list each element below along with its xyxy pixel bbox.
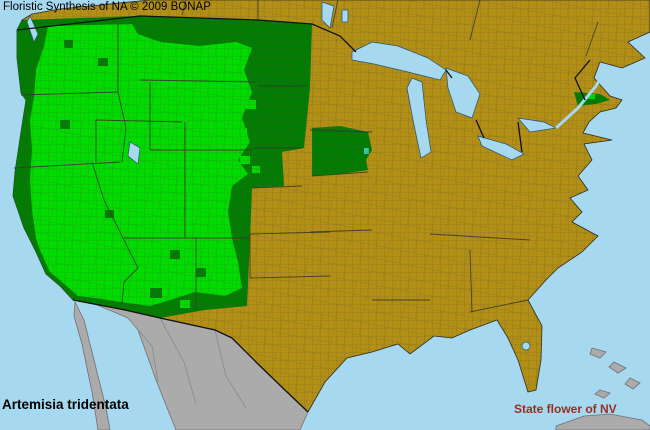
lake-superior (351, 41, 447, 81)
lakes (26, 1, 558, 351)
us-canada-border (16, 15, 591, 153)
lake-okeechobee (521, 341, 531, 351)
cuba (555, 413, 650, 430)
land-foreign (73, 300, 650, 430)
species-name-label: Artemisia tridentata (2, 397, 129, 412)
us-mexico-border (72, 299, 309, 413)
international-borders (16, 15, 591, 413)
great-salt-lake (127, 141, 141, 165)
lake-winnipeg (321, 1, 335, 29)
bahamas-islands (589, 347, 641, 399)
st-lawrence-river (554, 65, 610, 130)
attribution-text: Floristic Synthesis of NA © 2009 BONAP (3, 1, 211, 13)
mexico-state-lines (127, 317, 247, 409)
baja-peninsula (73, 300, 111, 430)
state-flower-note: State flower of NV (514, 402, 617, 416)
lake-erie (477, 135, 525, 161)
canada-lake (341, 9, 349, 23)
state-borders (13, 0, 599, 313)
lake-huron (445, 67, 481, 119)
lake-michigan (406, 77, 432, 159)
